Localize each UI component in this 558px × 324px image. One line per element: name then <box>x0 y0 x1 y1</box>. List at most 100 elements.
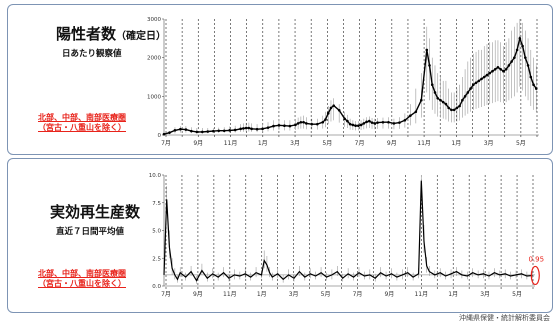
data-point <box>373 122 377 125</box>
month-label: 1月 <box>257 291 267 298</box>
data-point <box>469 87 472 90</box>
effective-reproduction-panel: 実効再生産数 直近７日間平均値 北部、中部、南部医療圏 （宮古・八重山を除く） <box>7 158 553 313</box>
y-tick-label: 3000 <box>147 17 161 23</box>
data-point <box>381 120 385 124</box>
month-label: 3月 <box>480 291 490 298</box>
data-point <box>190 129 193 133</box>
data-point <box>299 120 303 124</box>
data-point <box>455 106 459 110</box>
data-point <box>305 122 308 125</box>
data-point <box>529 75 533 79</box>
y-tick-label: 2.5 <box>152 256 161 262</box>
month-label: 7月 <box>355 140 365 147</box>
panel1-title: 陽性者数（確定日） <box>56 25 167 43</box>
month-label: 11月 <box>224 140 238 147</box>
data-point <box>332 104 336 107</box>
data-point <box>201 130 204 134</box>
data-point <box>362 122 366 125</box>
data-point <box>419 98 423 102</box>
data-point <box>480 77 483 81</box>
data-point <box>247 126 251 130</box>
month-label: 9月 <box>384 291 394 298</box>
data-point <box>296 122 300 125</box>
data-point <box>477 79 481 83</box>
data-point <box>409 114 412 117</box>
data-point <box>521 44 524 48</box>
y-tick-label: 0 <box>158 133 162 139</box>
data-point <box>239 127 242 131</box>
data-point <box>439 98 442 102</box>
month-label: 5月 <box>512 291 522 298</box>
panel1-subtitle: 日あたり観察値 <box>62 49 122 59</box>
month-label: 5月 <box>516 140 526 147</box>
data-point <box>272 124 275 128</box>
month-label: 11月 <box>223 291 237 298</box>
data-point <box>354 124 357 128</box>
month-label: 5月 <box>322 140 332 147</box>
footer-credit: 沖縄県保健・統計解析委員会 <box>459 314 550 322</box>
data-point <box>458 104 461 108</box>
data-point <box>447 106 450 110</box>
data-point <box>461 98 464 102</box>
month-label: 11月 <box>414 291 428 298</box>
data-point <box>474 81 478 85</box>
data-point <box>217 129 221 133</box>
month-label: 7月 <box>161 140 171 147</box>
panel2-title: 実効再生産数 <box>50 203 141 221</box>
data-point <box>436 96 440 100</box>
data-point <box>277 124 281 127</box>
y-tick-label: 7.5 <box>152 201 161 207</box>
data-point <box>288 124 292 128</box>
data-point <box>450 108 453 112</box>
data-point <box>398 121 401 124</box>
data-point <box>250 127 253 131</box>
panel1-region-note: 北部、中部、南部医療圏 （宮古・八重山を除く） <box>38 113 126 133</box>
month-label: 7月 <box>161 291 171 298</box>
month-label: 1月 <box>258 140 268 147</box>
data-point <box>414 110 418 114</box>
data-point <box>518 37 522 40</box>
data-point <box>392 122 396 125</box>
data-point <box>430 83 434 87</box>
data-point <box>502 69 505 73</box>
data-point <box>351 123 355 127</box>
data-point <box>370 121 374 124</box>
data-point <box>425 48 429 52</box>
data-point <box>428 64 431 67</box>
data-point <box>228 129 231 132</box>
y-tick-label: 0.0 <box>152 284 161 290</box>
data-point <box>206 130 210 133</box>
data-point <box>173 129 177 132</box>
data-point <box>526 64 530 67</box>
data-point <box>466 91 470 94</box>
month-label: 3月 <box>290 140 300 147</box>
data-point <box>283 124 286 128</box>
month-label: 3月 <box>484 140 494 147</box>
data-point <box>507 64 511 67</box>
data-point <box>211 129 215 133</box>
data-point <box>403 119 407 122</box>
data-point <box>233 128 237 132</box>
y-tick-label: 1000 <box>147 94 161 100</box>
data-point <box>515 48 519 52</box>
month-label: 9月 <box>193 291 203 298</box>
data-point <box>491 69 494 73</box>
data-point <box>255 127 259 131</box>
month-label: 1月 <box>451 140 461 147</box>
data-point <box>242 127 245 130</box>
data-point <box>387 120 390 124</box>
data-point <box>463 95 467 98</box>
data-point <box>302 120 305 124</box>
panel2-region-note: 北部、中部、南部医療圏 （宮古・八重山を除く） <box>38 269 126 289</box>
data-point <box>348 122 352 126</box>
data-point <box>357 124 360 128</box>
data-point <box>365 120 368 124</box>
data-point <box>261 127 264 131</box>
data-point <box>504 67 508 71</box>
data-point <box>337 108 341 112</box>
data-point <box>499 67 502 71</box>
y-tick-label: 10.0 <box>149 173 162 179</box>
data-point <box>162 132 166 136</box>
data-point <box>444 102 448 106</box>
month-label: 5月 <box>321 291 331 298</box>
